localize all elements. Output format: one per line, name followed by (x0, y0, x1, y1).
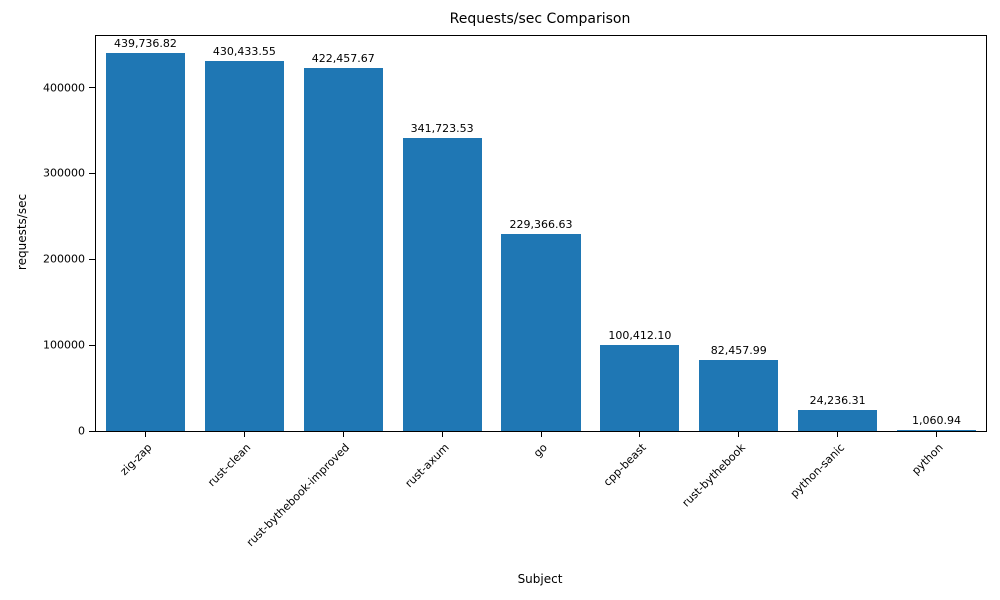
bar (105, 53, 185, 431)
bar-value-label: 422,457.67 (311, 52, 375, 66)
y-tick-mark (89, 258, 95, 260)
x-tick-label: python (909, 441, 946, 478)
bar-value-label: 341,723.53 (410, 121, 474, 135)
x-tick-mark (144, 431, 146, 437)
y-tick-mark (89, 172, 95, 174)
bar-value-label: 439,736.82 (113, 37, 177, 51)
bar (501, 234, 581, 431)
x-tick-label: rust-bythebook (679, 441, 748, 510)
plot-area: 0 100000 200000 300000 400000 439,736.82 zig-z… (43, 35, 987, 549)
bar-value-label: 24,236.31 (809, 394, 866, 408)
x-tick-mark (441, 431, 443, 437)
x-tick-label: go (531, 441, 551, 460)
y-tick-label: 300000 (43, 166, 85, 180)
bar (798, 410, 878, 431)
bar (204, 61, 284, 431)
x-tick-label: rust-bythebook-improved (244, 441, 353, 550)
bar-value-label: 82,457.99 (710, 344, 767, 358)
bar (897, 430, 977, 431)
y-tick-mark (89, 430, 95, 432)
y-axis-label: requests/sec (15, 193, 29, 271)
x-tick-label: python-sanic (787, 441, 847, 501)
x-axis-label: Subject (517, 572, 563, 586)
x-tick-mark (342, 431, 344, 437)
y-tick-label: 0 (78, 424, 85, 438)
y-tick-label: 400000 (43, 81, 85, 95)
x-tick-label: rust-clean (205, 441, 254, 490)
bar (402, 137, 482, 431)
bar (600, 344, 680, 431)
y-tick-mark (89, 344, 95, 346)
chart-title: Requests/sec Comparison (449, 11, 631, 27)
bar (303, 68, 383, 431)
x-tick-mark (540, 431, 542, 437)
x-tick-label: cpp-beast (601, 441, 650, 489)
y-tick-mark (89, 87, 95, 89)
x-tick-mark (936, 431, 938, 437)
y-tick-label: 200000 (43, 252, 85, 266)
bar-value-label: 229,366.63 (509, 218, 573, 232)
x-tick-mark (243, 431, 245, 437)
x-tick-mark (639, 431, 641, 437)
x-tick-mark (738, 431, 740, 437)
bar-value-label: 100,412.10 (608, 328, 672, 342)
y-tick-label: 100000 (43, 338, 85, 352)
bar (699, 360, 779, 431)
x-tick-label: zig-zap (117, 441, 155, 478)
x-tick-label: rust-axum (402, 441, 452, 491)
bar-value-label: 430,433.55 (212, 45, 276, 59)
bar-value-label: 1,060.94 (912, 414, 962, 428)
x-tick-mark (837, 431, 839, 437)
